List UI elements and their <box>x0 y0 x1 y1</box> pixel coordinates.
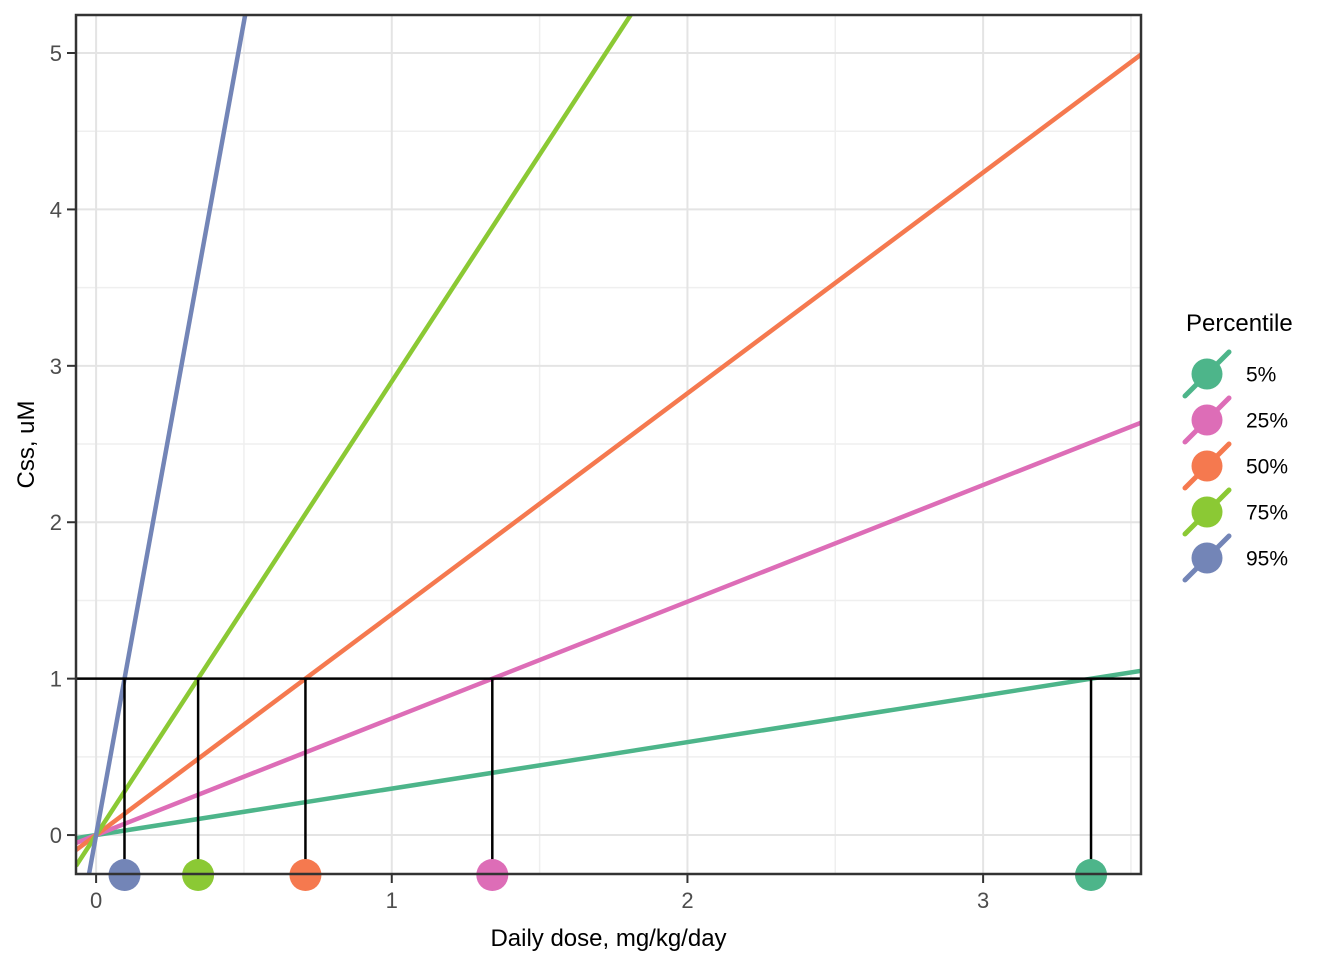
css-line-75% <box>76 15 634 868</box>
legend-point-glyph <box>1191 450 1223 482</box>
legend-title: Percentile <box>1186 310 1293 337</box>
css-line-5% <box>76 668 1141 841</box>
legend-point-glyph <box>1191 542 1223 574</box>
y-tick-label: 0 <box>50 823 62 848</box>
x-tick-label: 1 <box>386 888 398 913</box>
legend-point-glyph <box>1191 404 1223 436</box>
y-axis: 0 1 2 3 4 5 <box>50 41 75 848</box>
legend-label: 25% <box>1246 410 1288 433</box>
x-tick-label: 0 <box>90 888 102 913</box>
legend-label: 95% <box>1246 548 1288 571</box>
threshold-lines <box>76 677 1141 875</box>
y-tick-label: 5 <box>50 41 62 66</box>
gridlines-minor <box>76 15 1141 874</box>
y-tick-label: 1 <box>50 667 62 692</box>
legend-entry-25%: 25% <box>1182 395 1288 445</box>
legend-label: 50% <box>1246 456 1288 479</box>
legend-point-glyph <box>1191 358 1223 390</box>
panel-border <box>74 13 1143 876</box>
legend-point-glyph <box>1191 496 1223 528</box>
css-line-50% <box>76 52 1141 852</box>
y-tick-label: 4 <box>50 197 62 222</box>
css-line-25% <box>76 420 1141 846</box>
legend: Percentile 5% 25% 50% 75% 95% <box>1182 310 1293 583</box>
legend-entry-5%: 5% <box>1182 349 1276 399</box>
y-tick-label: 2 <box>50 510 62 535</box>
legend-entry-95%: 95% <box>1182 533 1288 583</box>
y-tick-label: 3 <box>50 354 62 379</box>
percentile-lines <box>76 15 1141 874</box>
legend-entry-75%: 75% <box>1182 487 1288 537</box>
legend-entry-50%: 50% <box>1182 441 1288 491</box>
legend-label: 5% <box>1246 364 1276 387</box>
legend-label: 75% <box>1246 502 1288 525</box>
x-axis: 0 1 2 3 <box>90 875 989 913</box>
x-tick-label: 2 <box>681 888 693 913</box>
x-axis-title: Daily dose, mg/kg/day <box>490 925 726 952</box>
x-tick-label: 3 <box>977 888 989 913</box>
y-axis-title: Css, uM <box>13 400 40 488</box>
